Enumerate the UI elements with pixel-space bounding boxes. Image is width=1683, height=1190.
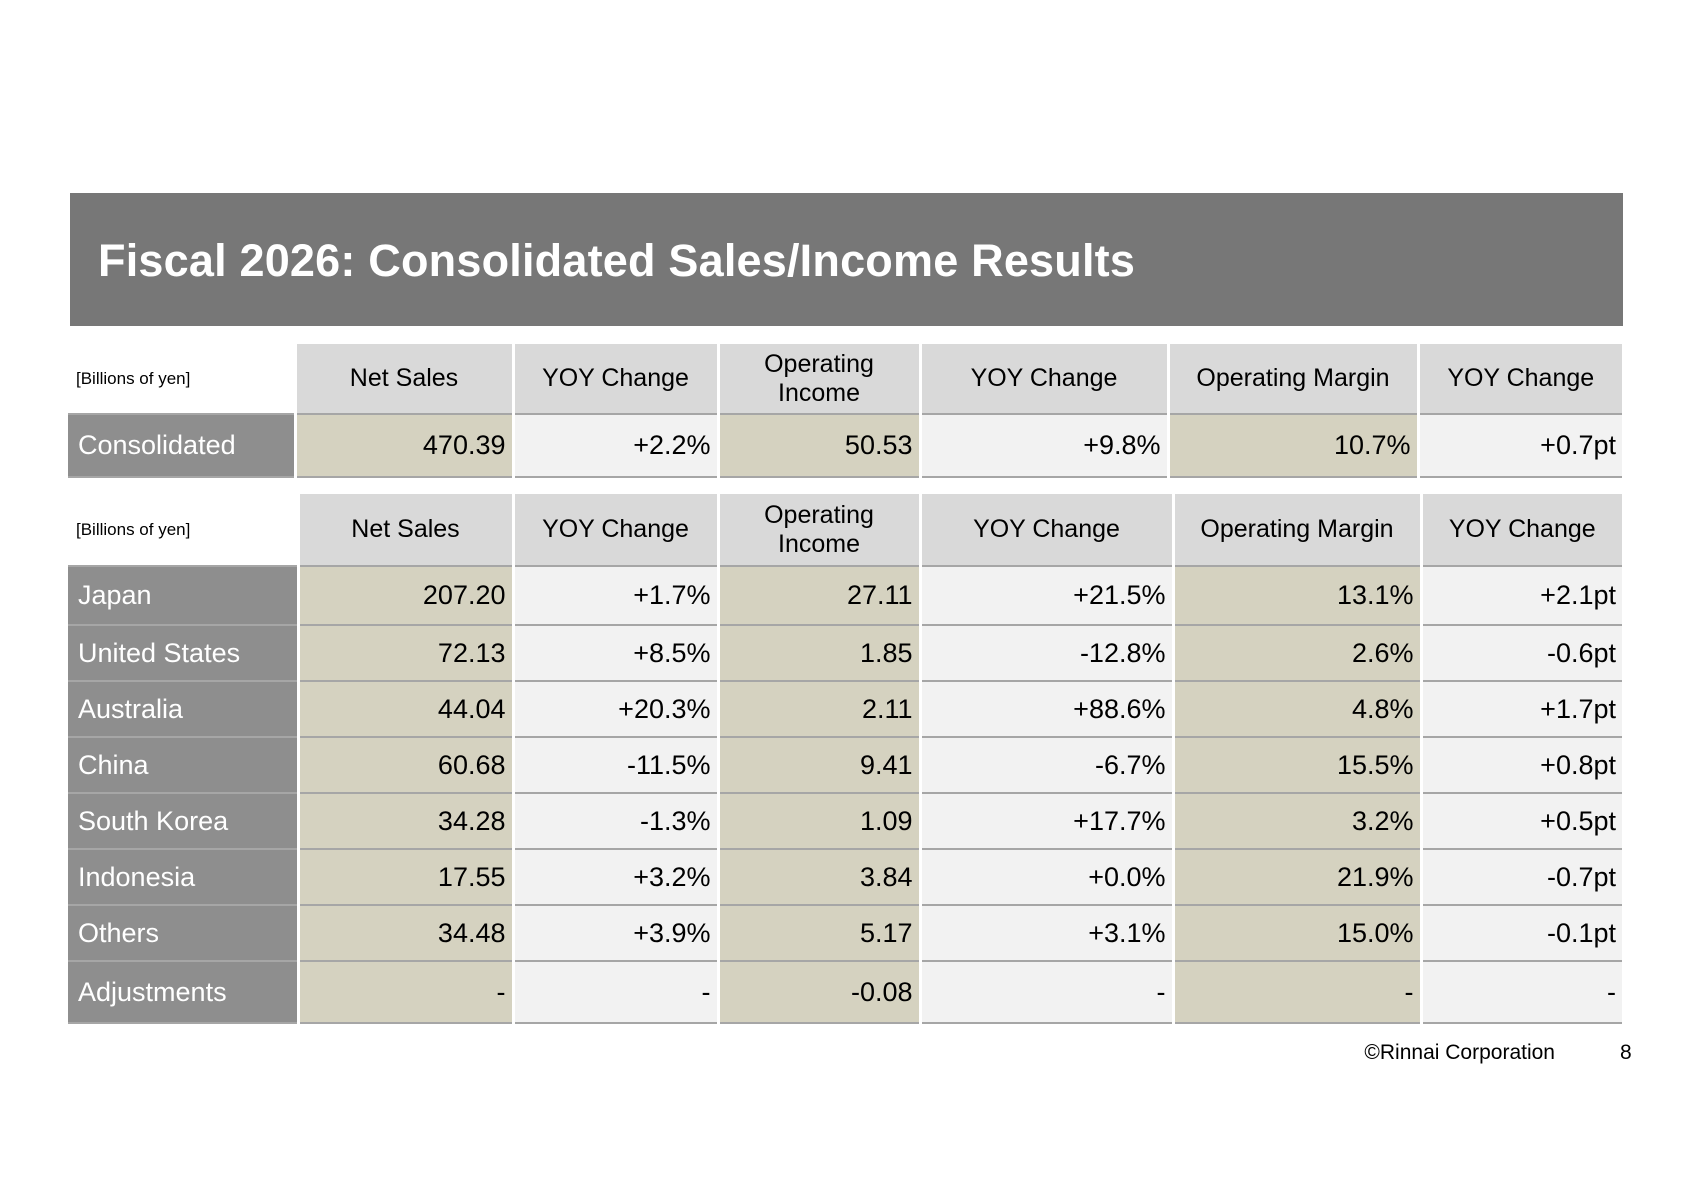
net-sales-cell: 207.20	[296, 566, 513, 625]
page-number: 8	[1620, 1041, 1632, 1064]
operating-margin-cell: 3.2%	[1171, 793, 1421, 849]
row-label: United States	[68, 625, 298, 681]
net-sales-cell: 60.68	[296, 737, 513, 793]
table-row: China 60.68 -11.5% 9.41 -6.7% 15.5% +0.8pt	[68, 737, 1622, 793]
net-sales-cell: 470.39	[293, 414, 513, 477]
table-row: Adjustments - - -0.08- - -	[68, 961, 1622, 1023]
yoy-change-cell: +20.3%	[511, 681, 718, 737]
row-label: Consolidated	[68, 414, 295, 477]
net-sales-cell: 44.04	[296, 681, 513, 737]
operating-margin-cell: 15.5%	[1171, 737, 1421, 793]
unit-label: [Billions of yen]	[68, 494, 298, 566]
yoy-change-cell: +2.1pt	[1419, 566, 1622, 625]
unit-label: [Billions of yen]	[68, 344, 295, 414]
yoy-change-cell: -	[1419, 961, 1622, 1023]
column-header-operating-margin: Operating Margin	[1171, 494, 1421, 566]
yoy-change-cell: +1.7pt	[1419, 681, 1622, 737]
table-row: Consolidated 470.39 +2.2% 50.53 +9.8% 10…	[68, 414, 1622, 477]
net-sales-cell: 17.55	[296, 849, 513, 905]
column-header-yoy-change: YOY Change	[918, 494, 1173, 566]
copyright-text: ©Rinnai Corporation	[1364, 1041, 1555, 1064]
row-label: Japan	[68, 566, 298, 625]
yoy-change-cell: +0.0%	[918, 849, 1173, 905]
operating-margin-cell: 10.7%	[1166, 414, 1418, 477]
yoy-change-cell: -11.5%	[511, 737, 718, 793]
operating-margin-cell: -	[1171, 961, 1421, 1023]
operating-income-cell: 3.84	[716, 849, 920, 905]
yoy-change-cell: +1.7%	[511, 566, 718, 625]
operating-income-cell: 50.53	[716, 414, 920, 477]
column-header-net-sales: Net Sales	[296, 494, 513, 566]
title-bar: Fiscal 2026: Consolidated Sales/Income R…	[70, 193, 1623, 326]
operating-income-cell: 2.11	[716, 681, 920, 737]
yoy-change-cell: -0.6pt	[1419, 625, 1622, 681]
column-header-operating-income: Operating Income	[716, 344, 920, 414]
column-header-yoy-change: YOY Change	[511, 494, 718, 566]
yoy-change-cell: +2.2%	[511, 414, 718, 477]
net-sales-cell: 72.13	[296, 625, 513, 681]
table-row: Australia 44.04 +20.3% 2.11 +88.6% 4.8% +1.7pt	[68, 681, 1622, 737]
row-label: Others	[68, 905, 298, 961]
yoy-change-cell: -0.7pt	[1419, 849, 1622, 905]
yoy-change-cell: -1.3%	[511, 793, 718, 849]
column-header-yoy-change: YOY Change	[1416, 344, 1622, 414]
table-row: South Korea 34.28 -1.3% 1.09 +17.7% 3.2% +0.5p…	[68, 793, 1622, 849]
operating-margin-cell: 4.8%	[1171, 681, 1421, 737]
yoy-change-cell: +3.9%	[511, 905, 718, 961]
yoy-change-cell: +3.2%	[511, 849, 718, 905]
operating-income-cell: 9.41	[716, 737, 920, 793]
operating-income-cell: 1.85	[716, 625, 920, 681]
operating-income-cell: 27.11	[716, 566, 920, 625]
row-label: Australia	[68, 681, 298, 737]
header-row: [Billions of yen] Net Sales YOY Change O…	[68, 494, 1622, 566]
net-sales-cell: -	[296, 961, 513, 1023]
net-sales-cell: 34.28	[296, 793, 513, 849]
table-row: United States 72.13 +8.5% 1.85 -12.8% 2.6% -0.…	[68, 625, 1622, 681]
page-title: Fiscal 2026: Consolidated Sales/Income R…	[98, 235, 1136, 286]
yoy-change-cell: -12.8%	[918, 625, 1173, 681]
yoy-change-cell: +0.5pt	[1419, 793, 1622, 849]
column-header-yoy-change: YOY Change	[1419, 494, 1622, 566]
row-label: Adjustments	[68, 961, 298, 1023]
yoy-change-cell: +88.6%	[918, 681, 1173, 737]
operating-income-cell: 5.17	[716, 905, 920, 961]
operating-income-cell: 1.09	[716, 793, 920, 849]
net-sales-cell: 34.48	[296, 905, 513, 961]
table-row: Others 34.48 +3.9% 5.17 +3.1% 15.0% -0.1pt	[68, 905, 1622, 961]
row-label: South Korea	[68, 793, 298, 849]
column-header-yoy-change: YOY Change	[918, 344, 1168, 414]
region-rows: Japan 207.20 +1.7% 27.11 +21.5% 13.1% +2.1pt Un…	[68, 566, 1622, 1023]
header-row: [Billions of yen] Net Sales YOY Change O…	[68, 344, 1622, 414]
table-row: Japan 207.20 +1.7% 27.11 +21.5% 13.1% +2.1pt	[68, 566, 1622, 625]
yoy-change-cell: +8.5%	[511, 625, 718, 681]
yoy-change-cell: +21.5%	[918, 566, 1173, 625]
operating-margin-cell: 13.1%	[1171, 566, 1421, 625]
row-label: Indonesia	[68, 849, 298, 905]
operating-margin-cell: 2.6%	[1171, 625, 1421, 681]
operating-income-cell: -0.08	[716, 961, 920, 1023]
yoy-change-cell: -	[918, 961, 1173, 1023]
column-header-operating-margin: Operating Margin	[1166, 344, 1418, 414]
yoy-change-cell: -	[511, 961, 718, 1023]
yoy-change-cell: +17.7%	[918, 793, 1173, 849]
regional-table: [Billions of yen] Net Sales YOY Change O…	[68, 494, 1622, 1024]
yoy-change-cell: +9.8%	[918, 414, 1168, 477]
operating-margin-cell: 15.0%	[1171, 905, 1421, 961]
column-header-net-sales: Net Sales	[293, 344, 513, 414]
table-row: Indonesia 17.55 +3.2% 3.84 +0.0% 21.9% -0.7pt	[68, 849, 1622, 905]
row-label: China	[68, 737, 298, 793]
column-header-yoy-change: YOY Change	[511, 344, 718, 414]
yoy-change-cell: +3.1%	[918, 905, 1173, 961]
yoy-change-cell: +0.7pt	[1416, 414, 1622, 477]
column-header-operating-income: Operating Income	[716, 494, 920, 566]
consolidated-table: [Billions of yen] Net Sales YOY Change O…	[68, 344, 1622, 478]
yoy-change-cell: -6.7%	[918, 737, 1173, 793]
yoy-change-cell: -0.1pt	[1419, 905, 1622, 961]
operating-margin-cell: 21.9%	[1171, 849, 1421, 905]
yoy-change-cell: +0.8pt	[1419, 737, 1622, 793]
